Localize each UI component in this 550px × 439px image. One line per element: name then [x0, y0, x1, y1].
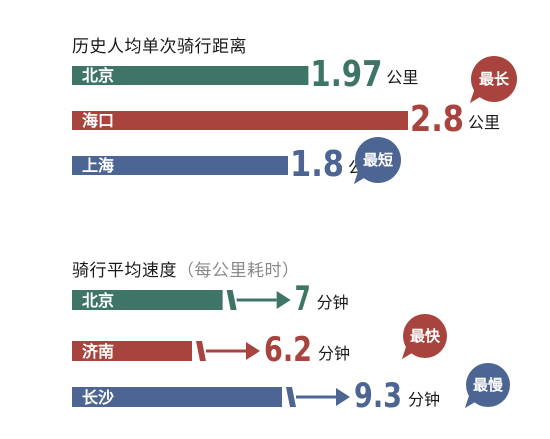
speed-arrow-head-0 [276, 291, 291, 309]
speed-unit-label-1: 分钟 [318, 344, 350, 363]
badge-longest-tail [469, 89, 482, 104]
speed-bar-break-2 [286, 387, 296, 407]
badge-shortest-bubble [355, 137, 401, 183]
speed-value-label-0: 7 [295, 279, 311, 319]
badge-fastest-text: 最快 [410, 327, 441, 345]
badge-shortest-tail [353, 170, 366, 185]
badge-fastest-tail [401, 345, 413, 360]
speed-chart-subtitle: （每公里耗时） [177, 261, 300, 281]
badge-shortest-text: 最短 [363, 151, 393, 169]
speed-chart-title: 骑行平均速度（每公里耗时） [72, 256, 300, 281]
speed-bar-1 [72, 341, 192, 361]
distance-bar-1 [72, 111, 408, 130]
distance-value-label-2: 1.8 [290, 144, 344, 185]
speed-category-label-1: 济南 [82, 342, 114, 361]
speed-bar-2 [72, 387, 282, 407]
distance-unit-label-1: 公里 [468, 113, 500, 132]
speed-value-label-2: 9.3 [354, 376, 402, 416]
speed-unit-label-0: 分钟 [317, 293, 349, 312]
speed-unit-label-2: 分钟 [408, 390, 440, 409]
speed-bar-break-0 [226, 290, 237, 310]
distance-bar-2 [72, 156, 288, 175]
speed-value-label-1: 6.2 [264, 330, 312, 370]
badge-slowest-tail [464, 394, 476, 409]
speed-category-label-2: 长沙 [82, 388, 114, 407]
speed-bar-0 [72, 290, 223, 310]
badge-slowest-bubble [466, 363, 510, 407]
distance-category-label-1: 海口 [82, 111, 114, 130]
speed-category-label-0: 北京 [82, 291, 114, 310]
distance-bar-0 [72, 66, 309, 85]
badge-slowest-text: 最慢 [473, 376, 504, 394]
speed-arrow-head-1 [246, 342, 260, 360]
distance-category-label-0: 北京 [82, 66, 114, 85]
speed-chart-title-main: 骑行平均速度 [72, 261, 177, 281]
speed-bar-break-1 [196, 341, 206, 361]
badge-longest-bubble [471, 56, 517, 102]
distance-unit-label-0: 公里 [386, 68, 418, 87]
distance-chart-title: 历史人均单次骑行距离 [72, 37, 247, 57]
distance-value-label-0: 1.97 [310, 54, 382, 95]
badge-fastest-bubble [403, 314, 447, 358]
speed-arrow-head-2 [336, 388, 350, 406]
distance-value-label-1: 2.8 [410, 99, 464, 140]
badge-longest-text: 最长 [479, 70, 510, 88]
distance-category-label-2: 上海 [82, 156, 114, 175]
